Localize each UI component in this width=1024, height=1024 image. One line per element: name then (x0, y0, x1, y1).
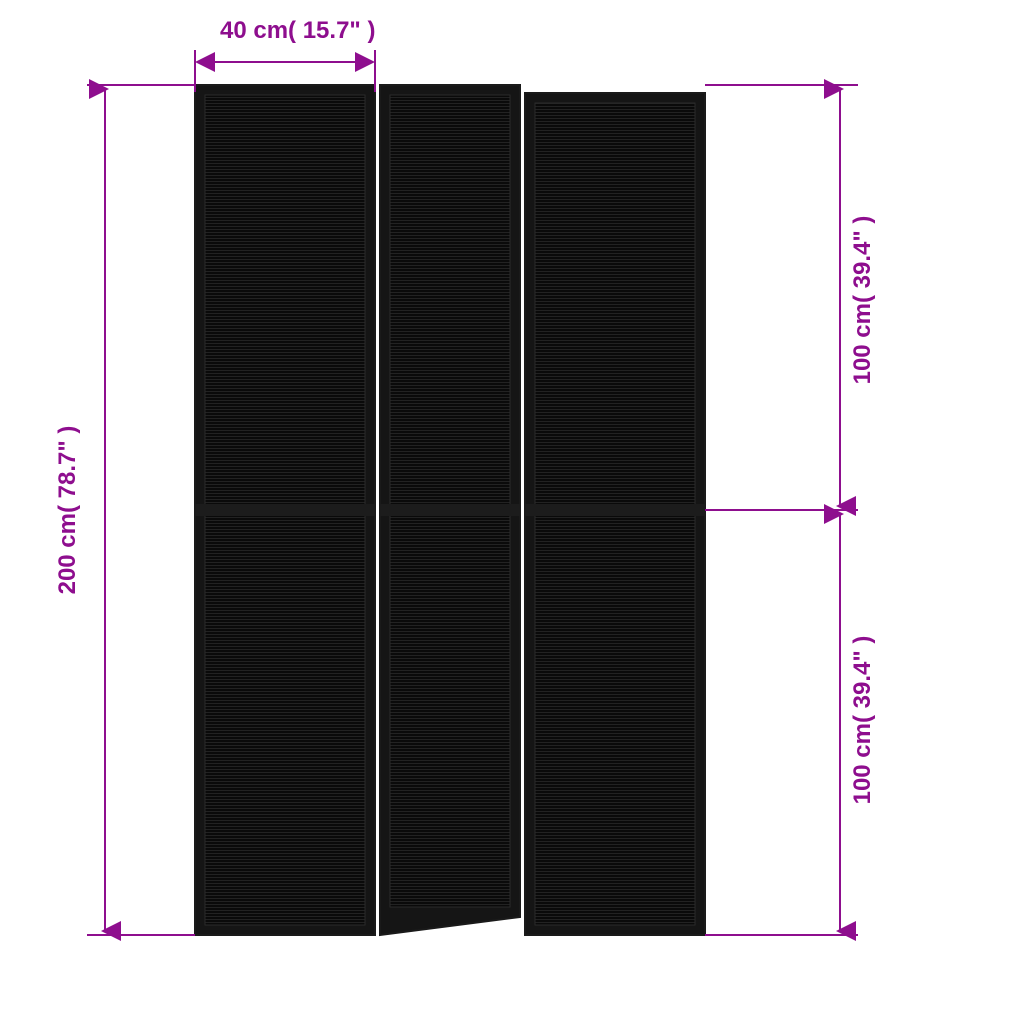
dim-width-label: 40 cm( 15.7" ) (220, 17, 375, 44)
room-divider (195, 85, 705, 935)
dimension-diagram: 40 cm( 15.7" ) 200 cm( 78.7" ) 100 cm( 39.… (0, 0, 1024, 1024)
dim-height-label-lower: 100 cm( 39.4" ) (849, 636, 876, 805)
dim-height-label-upper: 100 cm( 39.4" ) (849, 216, 876, 385)
dim-height-label-total: 200 cm( 78.7" ) (54, 426, 81, 595)
